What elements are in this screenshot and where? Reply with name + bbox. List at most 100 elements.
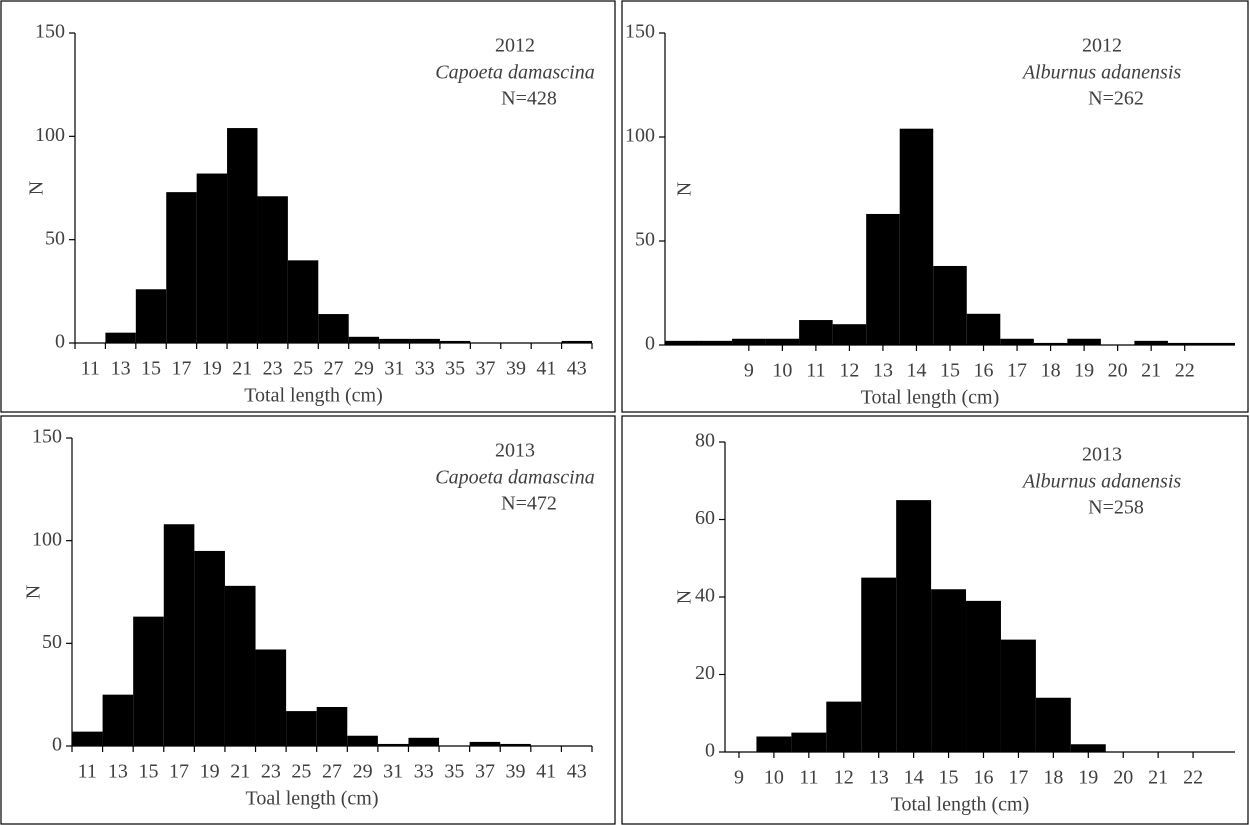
bar (348, 336, 380, 343)
bar (72, 731, 103, 746)
y-tick-label: 20 (695, 662, 715, 684)
y-tick-label: 150 (32, 426, 62, 448)
x-tick-label: 29 (354, 358, 374, 380)
x-tick-label: 21 (232, 358, 252, 380)
bar (1000, 639, 1036, 752)
bar (408, 737, 440, 746)
x-tick-label: 21 (230, 761, 250, 783)
bar (1167, 342, 1202, 345)
bar (377, 743, 409, 746)
bar (966, 600, 1001, 752)
bar (933, 265, 967, 345)
bar (105, 332, 136, 343)
x-tick-label: 18 (1041, 360, 1061, 382)
species-name: Capoeta damascina (435, 467, 594, 489)
bar (561, 340, 592, 343)
panel-frame (621, 415, 1249, 825)
x-tick-label: 13 (111, 358, 131, 380)
x-tick-label: 22 (1183, 767, 1203, 789)
bar (665, 340, 699, 345)
x-tick-label: 21 (1148, 767, 1168, 789)
y-tick-label: 60 (695, 507, 715, 529)
bar (791, 732, 827, 752)
bar (133, 616, 164, 746)
bar (500, 743, 531, 746)
panel-frame (621, 0, 1249, 413)
bar (287, 260, 319, 343)
bar (732, 338, 766, 345)
x-tick-label: 15 (940, 360, 960, 382)
x-tick-label: 23 (263, 358, 283, 380)
x-tick-label: 33 (415, 358, 435, 380)
bar (316, 706, 348, 746)
bar (1000, 338, 1034, 345)
bar (1035, 697, 1071, 752)
x-tick-label: 15 (141, 358, 161, 380)
x-tick-label: 25 (293, 358, 313, 380)
chart-title: 2012 (1082, 35, 1122, 57)
bar (799, 320, 833, 345)
x-tick-label: 14 (906, 360, 926, 382)
y-axis-title: N (26, 181, 48, 195)
bar (1070, 744, 1106, 752)
x-tick-label: 43 (567, 358, 587, 380)
y-tick-label: 0 (705, 740, 715, 762)
sample-size: N=428 (501, 88, 557, 110)
x-tick-label: 41 (536, 761, 556, 783)
bar (257, 196, 288, 343)
x-tick-label: 29 (353, 761, 373, 783)
bar (899, 128, 934, 345)
y-tick-label: 50 (45, 227, 65, 249)
x-tick-label: 16 (973, 767, 993, 789)
x-axis-title: Toal length (cm) (246, 788, 379, 810)
bar (318, 314, 349, 343)
x-tick-label: 13 (873, 360, 893, 382)
x-tick-label: 11 (799, 767, 818, 789)
y-tick-label: 150 (35, 21, 65, 43)
x-tick-label: 37 (475, 761, 495, 783)
x-tick-label: 13 (108, 761, 128, 783)
x-tick-label: 43 (567, 761, 587, 783)
x-tick-label: 33 (414, 761, 434, 783)
x-tick-label: 17 (1007, 360, 1027, 382)
x-tick-label: 15 (138, 761, 158, 783)
bar (756, 736, 792, 752)
x-tick-label: 11 (81, 358, 100, 380)
x-tick-label: 25 (291, 761, 311, 783)
species-name: Capoeta damascina (435, 62, 594, 84)
chart-title: 2012 (495, 35, 535, 57)
y-tick-label: 100 (35, 124, 65, 146)
y-axis-title: N (674, 182, 696, 196)
x-tick-label: 10 (764, 767, 784, 789)
species-name: Alburnus adanensis (1021, 62, 1182, 84)
y-axis-title: N (23, 585, 45, 599)
bar (1201, 342, 1235, 345)
chart-title: 2013 (495, 440, 535, 462)
bar (832, 324, 867, 345)
sample-size: N=258 (1088, 497, 1144, 519)
bar (1033, 342, 1068, 345)
bar (1134, 340, 1168, 345)
x-tick-label: 23 (261, 761, 281, 783)
y-tick-label: 50 (635, 229, 655, 251)
bar (896, 500, 932, 752)
bar (102, 694, 134, 746)
bar (135, 289, 167, 343)
bar (286, 711, 317, 746)
x-tick-label: 17 (1008, 767, 1028, 789)
x-tick-label: 19 (200, 761, 220, 783)
bar (194, 550, 225, 746)
bar (196, 173, 228, 343)
x-tick-label: 31 (383, 761, 403, 783)
y-tick-label: 0 (52, 734, 62, 756)
bar (166, 192, 197, 343)
x-tick-label: 19 (1074, 360, 1094, 382)
x-tick-label: 15 (939, 767, 959, 789)
bar (347, 735, 378, 746)
y-tick-label: 0 (645, 333, 655, 355)
bar (966, 313, 1001, 345)
x-tick-label: 27 (322, 761, 342, 783)
bar (439, 340, 471, 343)
x-tick-label: 12 (834, 767, 854, 789)
